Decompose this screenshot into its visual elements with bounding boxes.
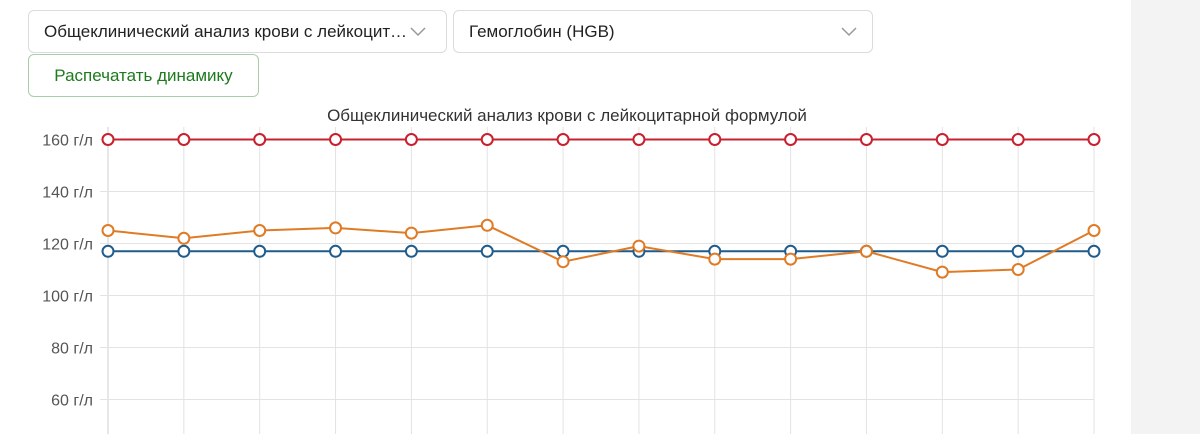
data-point [404, 226, 418, 240]
data-point [329, 244, 343, 258]
data-point [935, 265, 949, 279]
data-point [935, 133, 949, 146]
parameter-select[interactable]: Гемоглобин (HGB) [453, 10, 873, 53]
data-point [1011, 244, 1025, 258]
data-point [101, 133, 115, 146]
data-point [480, 133, 494, 146]
data-point [632, 133, 646, 146]
data-point [329, 133, 343, 146]
y-tick-label: 140 г/л [42, 185, 93, 202]
data-point [784, 133, 798, 146]
data-point [329, 221, 343, 235]
chevron-down-icon [410, 26, 426, 36]
data-point [404, 133, 418, 146]
data-point [480, 244, 494, 258]
data-point [1011, 263, 1025, 276]
series-line [107, 224, 1095, 274]
data-point [784, 252, 798, 266]
data-point [253, 224, 267, 237]
data-point [859, 244, 873, 258]
data-point [1087, 224, 1101, 237]
print-dynamics-button[interactable]: Распечатать динамику [28, 54, 259, 97]
y-tick-label: 80 г/л [51, 341, 93, 358]
y-tick-label: 100 г/л [42, 289, 93, 306]
data-point [177, 133, 191, 146]
data-point [632, 239, 646, 253]
data-point [708, 252, 722, 266]
data-point [480, 218, 494, 232]
chevron-down-icon [841, 26, 857, 36]
chart-title: Общеклинический анализ крови с лейкоцита… [327, 106, 807, 125]
analysis-select[interactable]: Общеклинический анализ крови с лейкоцита… [28, 10, 447, 53]
chart-series [101, 133, 1101, 279]
y-tick-label: 120 г/л [42, 237, 93, 254]
hemoglobin-chart: Общеклинический анализ крови с лейкоцита… [42, 106, 1101, 434]
data-point [1087, 244, 1101, 258]
scrollbar-track[interactable] [1131, 0, 1200, 434]
data-point [859, 133, 873, 146]
data-point [1011, 133, 1025, 146]
data-point [253, 133, 267, 146]
data-point [935, 244, 949, 258]
data-point [556, 133, 570, 146]
data-point [404, 244, 418, 258]
y-axis-ticks: 160 г/л 140 г/л 120 г/л 100 г/л 80 г/л 60 г/л [42, 133, 93, 410]
data-point [177, 244, 191, 258]
data-point [556, 244, 570, 258]
chart-grid [100, 127, 1095, 434]
data-point [101, 244, 115, 258]
y-tick-label: 60 г/л [51, 393, 93, 410]
data-point [101, 224, 115, 237]
data-point [1087, 133, 1101, 146]
y-tick-label: 160 г/л [42, 133, 93, 150]
data-point [556, 255, 570, 269]
data-point [253, 244, 267, 258]
data-point [177, 231, 191, 245]
data-point [708, 133, 722, 146]
